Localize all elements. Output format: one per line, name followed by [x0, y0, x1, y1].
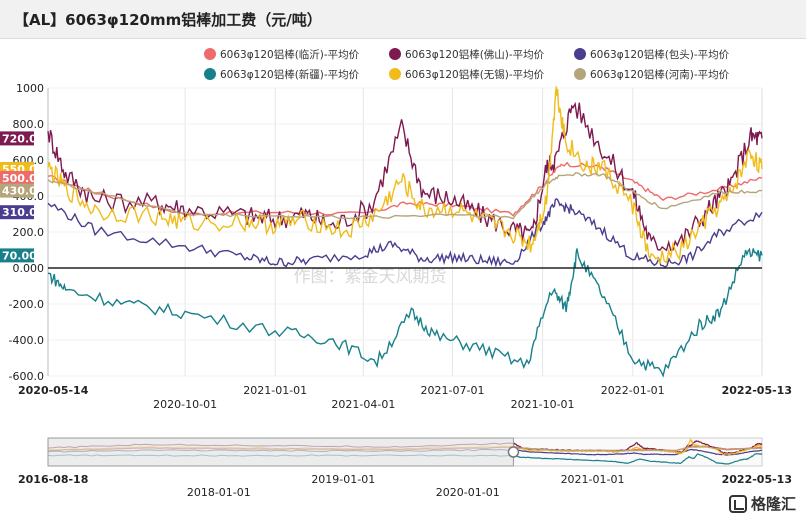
navigator-history-line — [47, 448, 514, 453]
last-value-label: 720.0 — [2, 132, 37, 145]
navigator-tick-label: 2019-01-01 — [311, 473, 375, 486]
legend-label: 6063φ120铝棒(佛山)-平均价 — [405, 48, 545, 61]
series-line — [47, 101, 763, 252]
navigator-history-line — [48, 445, 514, 451]
navigator-history-line — [47, 446, 514, 451]
last-value-tag — [0, 248, 34, 263]
brand-logo-text: 格隆汇 — [750, 495, 796, 513]
series-line — [47, 86, 763, 264]
last-value-label: 70.00 — [2, 249, 37, 262]
navigator-end-label: 2022-05-13 — [722, 473, 792, 486]
x-tick-label: 2021-01-01 — [243, 384, 307, 397]
last-value-label: 310.0 — [2, 206, 37, 219]
navigator-series-line — [513, 438, 763, 456]
watermark-text: 作图：紫金天风期货 — [294, 267, 447, 287]
chart-header: 【AL】6063φ120mm铝棒加工费（元/吨） — [0, 0, 806, 39]
y-tick-label: 1000 — [16, 82, 44, 95]
logo-icon — [728, 494, 747, 513]
legend-marker — [574, 68, 586, 80]
y-tick-label: 200.0 — [13, 226, 45, 239]
legend-label: 6063φ120铝棒(河南)-平均价 — [590, 68, 730, 81]
navigator-frame — [47, 437, 763, 467]
y-tick-label: -400.0 — [9, 334, 44, 347]
legend-label: 6063φ120铝棒(新疆)-平均价 — [220, 68, 360, 81]
navigator-series-line — [513, 452, 763, 465]
navigator-history-line — [47, 442, 514, 449]
y-tick-label: -200.0 — [9, 298, 44, 311]
legend-marker — [574, 48, 586, 60]
x-start-label: 2020-05-14 — [18, 384, 89, 397]
brand-logo: 格隆汇 — [728, 493, 796, 514]
x-tick-label: 2020-10-01 — [153, 398, 217, 411]
navigator-tick-label: 2020-01-01 — [436, 486, 500, 499]
x-tick-label: 2021-07-01 — [421, 384, 485, 397]
last-value-tag — [0, 131, 34, 146]
legend-label: 6063φ120铝棒(包头)-平均价 — [590, 48, 730, 61]
legend-label: 6063φ120铝棒(无锡)-平均价 — [405, 68, 545, 81]
navigator-history-line — [47, 446, 514, 451]
x-tick-label: 2022-01-01 — [601, 384, 665, 397]
x-end-label: 2022-05-13 — [722, 384, 792, 397]
legend-marker — [204, 48, 216, 60]
series-line — [47, 247, 763, 378]
x-tick-label: 2021-10-01 — [511, 398, 575, 411]
legend-marker — [389, 48, 401, 60]
navigator-tick-label: 2018-01-01 — [187, 486, 251, 499]
last-value-tag — [0, 171, 34, 185]
navigator-series-line — [513, 446, 762, 452]
navigator-history-line — [47, 454, 514, 457]
series-line — [47, 198, 763, 268]
chart-title: 【AL】6063φ120mm铝棒加工费（元/吨） — [14, 11, 322, 29]
series-line — [47, 171, 762, 220]
navigator-tick-label: 2021-01-01 — [561, 473, 625, 486]
last-value-label: 500.0 — [2, 172, 37, 185]
legend-marker — [389, 68, 401, 80]
x-tick-label: 2021-04-01 — [331, 398, 395, 411]
y-tick-label: -600.0 — [9, 370, 44, 383]
legend-marker — [204, 68, 216, 80]
y-tick-label: 0.000 — [13, 262, 45, 275]
last-value-tag — [0, 205, 34, 220]
legend-label: 6063φ120铝棒(临沂)-平均价 — [220, 48, 360, 61]
last-value-tag — [0, 183, 34, 198]
series-line — [47, 161, 763, 217]
last-value-label: 430.0 — [2, 185, 37, 198]
navigator-shade — [47, 437, 514, 467]
navigator-start-label: 2016-08-18 — [18, 473, 88, 486]
y-tick-label: 800.0 — [13, 118, 45, 131]
navigator-handle — [507, 446, 520, 458]
